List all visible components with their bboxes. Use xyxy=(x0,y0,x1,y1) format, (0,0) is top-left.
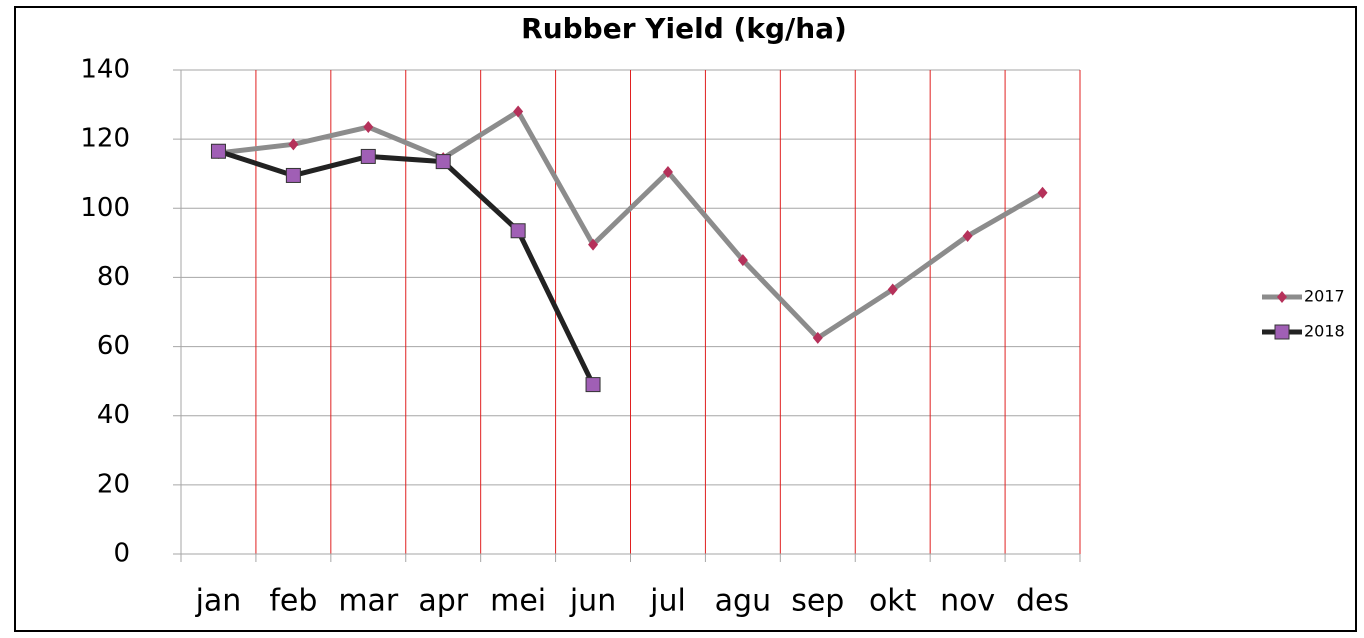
x-tick-label: feb xyxy=(269,584,317,619)
legend-label: 2017 xyxy=(1304,287,1345,306)
x-tick-label: sep xyxy=(791,584,844,619)
x-tick-label: agu xyxy=(715,584,771,619)
marker xyxy=(1037,186,1048,199)
marker xyxy=(887,283,898,296)
x-tick-label: apr xyxy=(418,584,468,619)
marker xyxy=(585,377,601,393)
marker xyxy=(510,223,526,239)
x-tick-label: jun xyxy=(569,584,616,619)
marker xyxy=(1274,324,1290,340)
marker xyxy=(737,254,748,267)
marker xyxy=(1277,291,1287,303)
marker xyxy=(285,167,301,183)
y-tick-label: 100 xyxy=(80,193,130,223)
y-tick-label: 40 xyxy=(97,400,130,430)
marker xyxy=(210,143,226,159)
chart-border xyxy=(14,6,1357,632)
y-tick-label: 60 xyxy=(97,331,130,361)
marker xyxy=(360,148,376,164)
x-tick-label: jan xyxy=(195,584,242,619)
y-tick-label: 120 xyxy=(80,124,130,154)
marker xyxy=(435,154,451,170)
marker xyxy=(288,138,299,151)
legend-label: 2018 xyxy=(1304,322,1345,341)
y-tick-label: 0 xyxy=(113,539,130,569)
marker xyxy=(363,121,374,134)
marker xyxy=(662,165,673,178)
y-tick-label: 20 xyxy=(97,469,130,499)
y-tick-label: 140 xyxy=(80,55,130,85)
x-tick-label: mar xyxy=(338,584,399,619)
series-line xyxy=(218,108,1044,341)
y-tick-label: 80 xyxy=(97,262,130,292)
marker xyxy=(513,105,524,118)
marker xyxy=(812,331,823,344)
marker xyxy=(962,229,973,242)
x-tick-label: jul xyxy=(649,584,686,619)
x-tick-label: nov xyxy=(940,584,995,619)
series-line xyxy=(217,148,596,386)
x-tick-label: mei xyxy=(490,584,546,619)
marker xyxy=(588,238,599,251)
x-tick-label: okt xyxy=(869,584,917,619)
x-tick-label: des xyxy=(1016,584,1069,619)
chart-title: Rubber Yield (kg/ha) xyxy=(521,12,847,45)
